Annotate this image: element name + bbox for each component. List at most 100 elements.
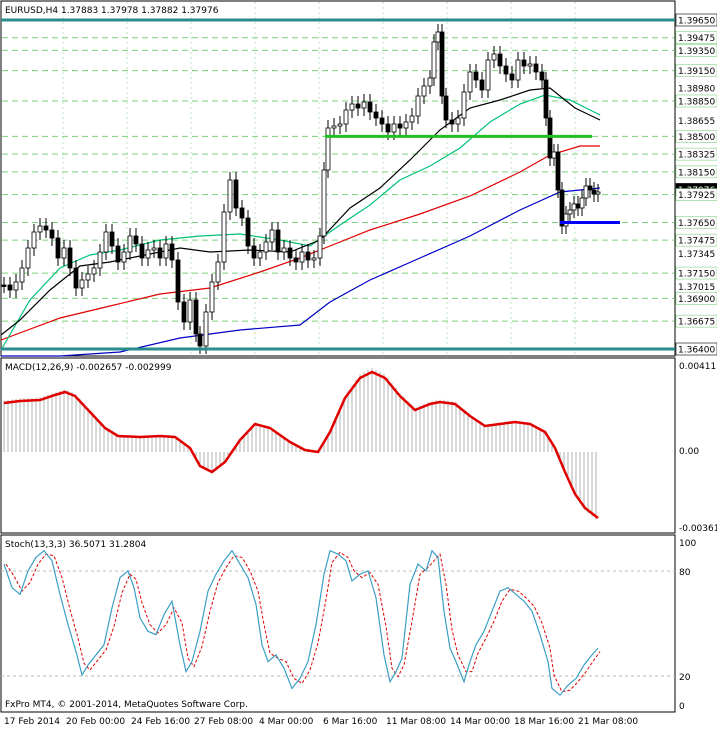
candle-body: [539, 71, 545, 81]
candle-body: [281, 247, 287, 253]
candle-body: [251, 245, 257, 259]
candle-body: [221, 211, 227, 263]
candle-body: [485, 59, 491, 91]
candle-body: [215, 261, 221, 283]
price-tag: [675, 266, 717, 280]
price-tag: [675, 130, 717, 143]
candle-body: [37, 225, 43, 233]
candle-body: [287, 247, 293, 259]
candle-body: [193, 299, 199, 335]
candle-body: [181, 301, 187, 323]
price-label: 1.37015: [678, 283, 715, 293]
candle-body: [209, 281, 215, 313]
price-tag: [675, 94, 717, 108]
price-label: 1.36400: [678, 346, 715, 356]
candle-body: [515, 59, 521, 81]
candle-body: [595, 191, 601, 195]
price-label: 1.39650: [678, 17, 715, 27]
price-label: 1.36900: [678, 295, 715, 305]
candle-body: [427, 77, 433, 87]
candle-body: [43, 225, 49, 231]
price-label: 1.38150: [678, 168, 715, 178]
stoch-pane-border: [0, 534, 676, 713]
stoch-label-100: 100: [679, 539, 696, 549]
candle-body: [311, 257, 317, 261]
candle-body: [455, 117, 461, 125]
stoch-label-0: 0: [679, 702, 685, 712]
candle-body: [497, 53, 503, 67]
candle-body: [19, 267, 25, 283]
price-label: 1.37150: [678, 270, 715, 280]
candle-body: [197, 333, 203, 347]
candle-body: [391, 123, 397, 133]
candle-body: [151, 247, 157, 251]
candle-body: [157, 247, 163, 259]
price-label: 1.37475: [678, 237, 715, 247]
candle-body: [61, 247, 67, 259]
candle-body: [361, 101, 367, 109]
candle-body: [169, 243, 175, 261]
price-label: 1.39350: [678, 47, 715, 57]
time-label: 20 Feb 00:00: [66, 717, 125, 727]
candle-body: [415, 95, 421, 117]
candle-body: [127, 235, 133, 253]
candle-body: [587, 185, 593, 191]
candle-body: [245, 217, 251, 247]
price-label: 1.38850: [678, 97, 715, 107]
candle-body: [367, 101, 373, 113]
candle-body: [421, 85, 427, 97]
price-tag: [675, 147, 717, 161]
time-axis: 17 Feb 2014 20 Feb 00:00 24 Feb 16:00 27…: [4, 717, 638, 727]
vertical-grid: [62, 2, 576, 355]
candle-body: [555, 151, 561, 191]
candle-body: [103, 231, 109, 253]
candle-body: [325, 127, 331, 171]
stochastic-pane[interactable]: Stoch(13,3,3) 36.5071 31.2804 FxPro MT4,…: [0, 534, 696, 713]
stoch-main-line: [3, 549, 599, 697]
candle-body: [403, 121, 409, 129]
candle-body: [379, 117, 385, 125]
stoch-label-80: 80: [679, 568, 691, 578]
candle-body: [163, 243, 169, 259]
price-label: 1.37925: [678, 191, 715, 201]
candle-body: [317, 235, 323, 259]
candle-body: [1, 284, 7, 287]
price-tag: [675, 342, 717, 356]
candle-body: [139, 243, 145, 259]
time-label: 18 Mar 16:00: [514, 717, 574, 727]
price-tag: [675, 44, 717, 57]
stoch-header: Stoch(13,3,3) 36.5071 31.2804: [5, 540, 146, 550]
candle-body: [461, 91, 467, 119]
candle-body: [79, 279, 85, 289]
price-label: 1.38325: [678, 151, 715, 161]
price-pane-border: [0, 0, 676, 357]
horizontal-levels[interactable]: [1, 18, 675, 351]
price-tag: [675, 13, 717, 27]
price-label: 1.38500: [678, 133, 715, 143]
candle-body: [55, 237, 61, 259]
price-tag: [675, 233, 717, 247]
candle-body: [559, 189, 565, 227]
candle-body: [473, 71, 479, 81]
candle-body: [133, 235, 139, 245]
price-label: 1.38980: [678, 84, 715, 94]
candle-body: [439, 31, 445, 97]
price-tag: [675, 165, 717, 179]
candle-body: [409, 115, 415, 123]
macd-signal-line: [3, 370, 599, 519]
candle-body: [343, 109, 349, 125]
candle-body: [435, 31, 441, 43]
macd-pane[interactable]: MACD(12,26,9) -0.002657 -0.002999 0.0041…: [0, 357, 717, 534]
candle-body: [85, 273, 91, 281]
candle-body: [349, 103, 355, 111]
candle-body: [479, 79, 485, 91]
price-label: 1.37345: [678, 250, 715, 260]
candle-body: [25, 247, 31, 269]
candle-body: [73, 267, 79, 289]
price-pane[interactable]: EURUSD,H4 1.37883 1.37978 1.37882 1.3797…: [0, 0, 717, 357]
candle-body: [203, 311, 209, 347]
macd-histogram: [3, 368, 597, 520]
price-label: 1.36675: [678, 318, 715, 328]
